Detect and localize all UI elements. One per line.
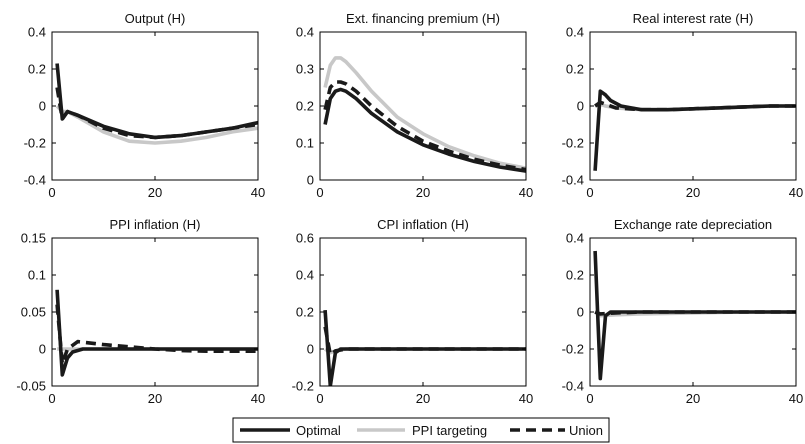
y-tick-label: 0 (307, 173, 314, 188)
series-line-optimal (323, 309, 526, 386)
y-tick-label: 0 (307, 342, 314, 357)
x-tick-label: 0 (586, 391, 593, 406)
series-line-ppi-targeting (323, 56, 526, 170)
y-tick-label: -0.2 (562, 136, 584, 151)
y-tick-label: 0.6 (296, 231, 314, 246)
chart-title: Exchange rate depreciation (614, 217, 772, 232)
plot-area (52, 32, 258, 180)
y-tick-label: -0.4 (562, 173, 584, 188)
y-tick-label: 0.4 (296, 25, 314, 40)
x-tick-label: 20 (148, 391, 162, 406)
plot-area (52, 238, 258, 386)
x-tick-label: 40 (251, 391, 265, 406)
x-tick-label: 0 (48, 391, 55, 406)
x-tick-label: 0 (316, 391, 323, 406)
legend-label-optimal: Optimal (296, 423, 341, 438)
y-tick-label: 0.3 (296, 62, 314, 77)
y-tick-label: 0 (39, 342, 46, 357)
x-tick-label: 40 (789, 391, 803, 406)
chart-panel-2: Ext. financing premium (H) 0 20 40 0 0.1 0.2 0.… (296, 11, 533, 200)
x-tick-label: 0 (316, 185, 323, 200)
y-tick-label: -0.2 (24, 136, 46, 151)
series-line-optimal (593, 250, 796, 381)
series-line-union (323, 80, 526, 172)
x-tick-label: 20 (416, 391, 430, 406)
chart-panel-3: Real interest rate (H) 0 20 40 -0.4 -0.2 0 0.2 0… (562, 11, 804, 200)
plot-area (320, 32, 526, 180)
chart-title: CPI inflation (H) (377, 217, 469, 232)
legend: Optimal PPI targeting Union (232, 417, 610, 443)
chart-title: Ext. financing premium (H) (346, 11, 500, 26)
y-tick-label: 0 (577, 305, 584, 320)
y-tick-label: 0.2 (296, 99, 314, 114)
y-tick-label: 0.2 (566, 268, 584, 283)
y-tick-label: -0.05 (16, 379, 46, 394)
y-tick-label: 0.4 (566, 231, 584, 246)
plot-area (320, 238, 526, 386)
y-tick-label: 0.1 (296, 136, 314, 151)
y-tick-label: -0.4 (562, 379, 584, 394)
y-tick-label: 0.2 (28, 62, 46, 77)
x-tick-label: 20 (416, 185, 430, 200)
x-tick-label: 40 (789, 185, 803, 200)
chart-panel-6: Exchange rate depreciation 0 20 40 -0.4 -0.2 0… (562, 217, 804, 406)
y-tick-label: 0.2 (296, 305, 314, 320)
x-tick-label: 20 (686, 391, 700, 406)
y-tick-label: 0.4 (28, 25, 46, 40)
y-tick-label: 0.05 (21, 305, 46, 320)
chart-title: Output (H) (125, 11, 186, 26)
y-tick-label: -0.4 (24, 173, 46, 188)
y-tick-label: 0.4 (296, 268, 314, 283)
y-tick-label: 0 (577, 99, 584, 114)
series-line-optimal (55, 63, 258, 140)
x-tick-label: 20 (148, 185, 162, 200)
x-tick-label: 40 (251, 185, 265, 200)
y-tick-label: 0 (39, 99, 46, 114)
y-tick-label: -0.2 (292, 379, 314, 394)
x-tick-label: 0 (48, 185, 55, 200)
y-tick-label: -0.2 (562, 342, 584, 357)
legend-label-union: Union (569, 423, 603, 438)
x-tick-label: 20 (686, 185, 700, 200)
y-tick-label: 0.1 (28, 268, 46, 283)
chart-panel-5: CPI inflation (H)0 20 40-0.200.20.40.6 (292, 217, 534, 406)
y-tick-label: 0.15 (21, 231, 46, 246)
legend-label-ppi-targeting: PPI targeting (412, 423, 487, 438)
chart-panel-1: Output (H) 0 20 40 -0.4 -0.2 0 0.2 0.4 (24, 11, 266, 200)
y-tick-label: 0.4 (566, 25, 584, 40)
x-tick-label: 40 (519, 185, 533, 200)
series-line-optimal (55, 289, 258, 377)
x-tick-label: 40 (519, 391, 533, 406)
y-tick-label: 0.2 (566, 62, 584, 77)
x-tick-label: 0 (586, 185, 593, 200)
chart-title: Real interest rate (H) (633, 11, 754, 26)
series-line-optimal (323, 87, 526, 173)
series-line-union (55, 304, 258, 366)
chart-title: PPI inflation (H) (109, 217, 200, 232)
series-line-optimal (593, 89, 796, 171)
